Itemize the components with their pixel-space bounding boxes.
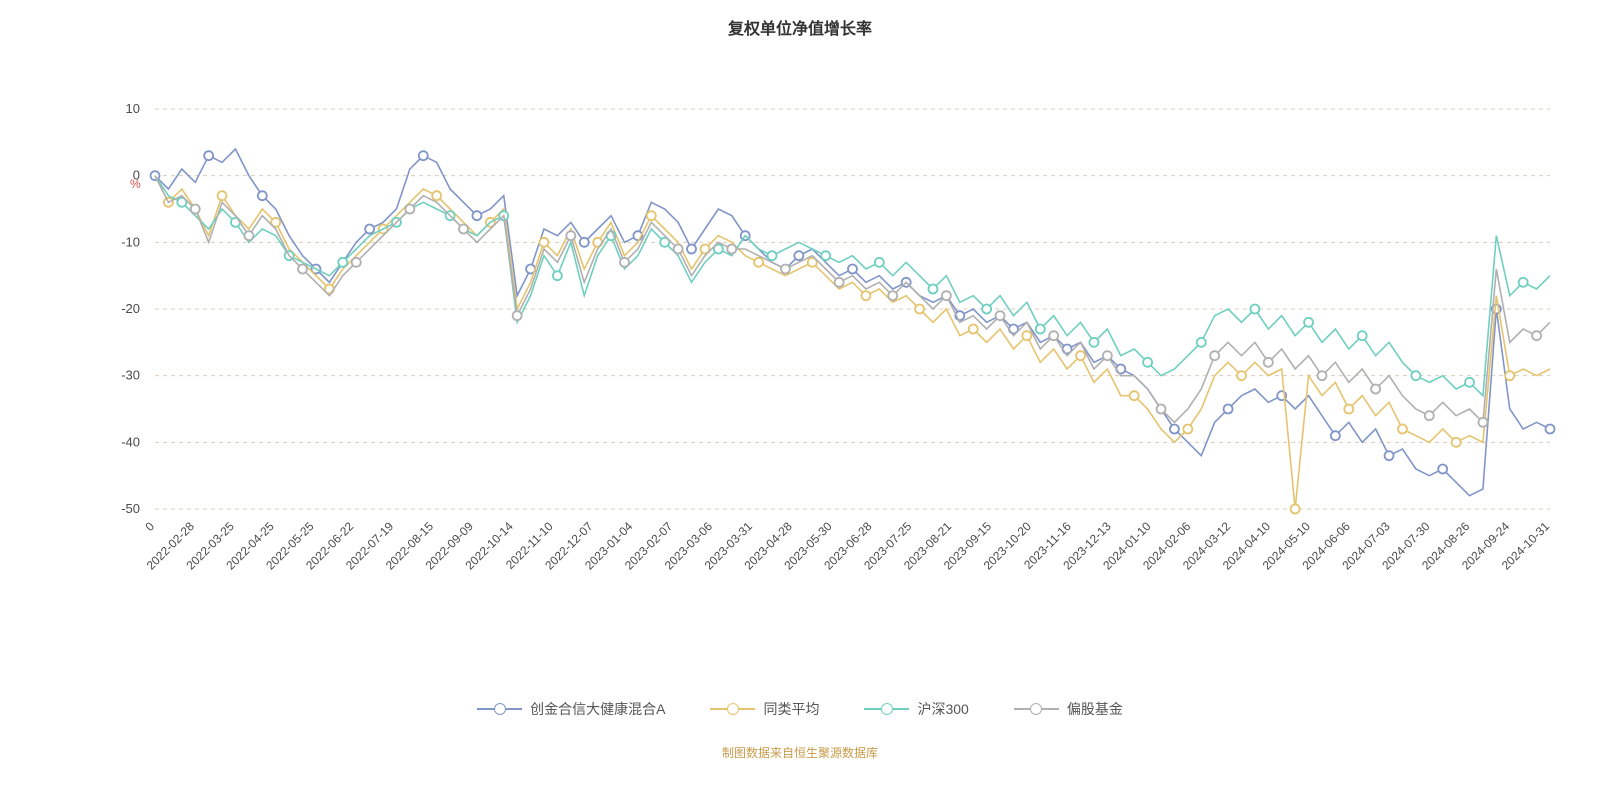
line-chart: -50-40-30-20-1001002022-02-282022-03-252… (0, 39, 1600, 679)
svg-text:-30: -30 (121, 368, 140, 383)
svg-text:10: 10 (126, 101, 140, 116)
data-source-note: 制图数据来自恒生聚源数据库 (0, 744, 1600, 761)
chart-container: 复权单位净值增长率 % -50-40-30-20-1001002022-02-2… (0, 0, 1600, 800)
svg-text:-20: -20 (121, 301, 140, 316)
legend: 创金合信大健康混合A 同类平均 沪深300 偏股基金 (0, 699, 1600, 719)
svg-text:-50: -50 (121, 501, 140, 516)
legend-label: 同类平均 (763, 699, 819, 719)
legend-item: 创金合信大健康混合A (477, 699, 665, 719)
legend-label: 偏股基金 (1067, 699, 1123, 719)
legend-item: 沪深300 (864, 699, 968, 719)
legend-item: 同类平均 (710, 699, 819, 719)
svg-text:-10: -10 (121, 234, 140, 249)
chart-title: 复权单位净值增长率 (0, 0, 1600, 39)
legend-label: 沪深300 (917, 699, 968, 719)
svg-text:0: 0 (142, 519, 157, 534)
svg-text:-40: -40 (121, 434, 140, 449)
y-unit-label: % (130, 177, 141, 191)
legend-item: 偏股基金 (1014, 699, 1123, 719)
legend-label: 创金合信大健康混合A (530, 699, 665, 719)
